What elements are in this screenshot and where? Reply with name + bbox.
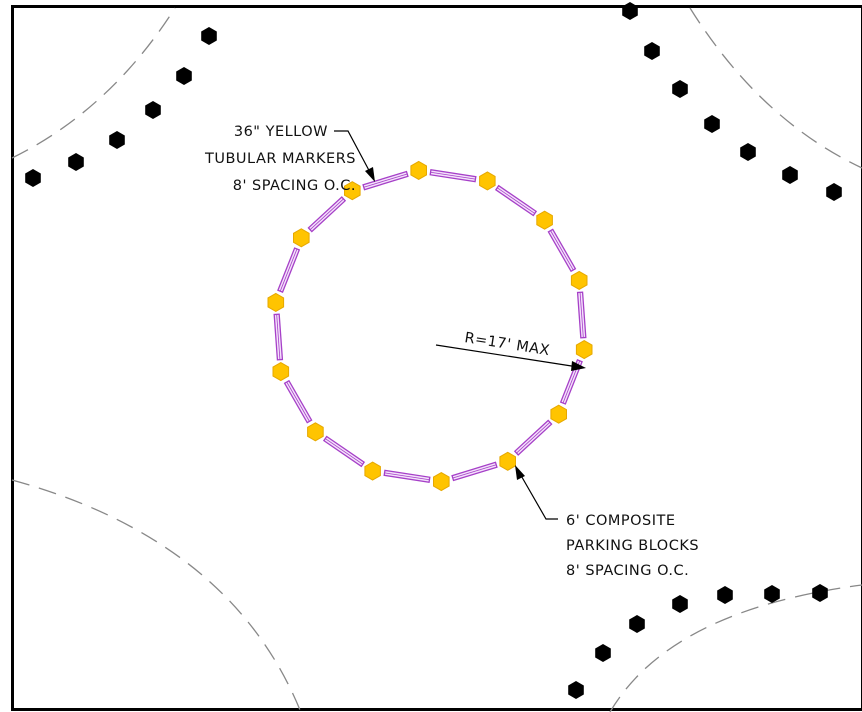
parking-block-centerline: [452, 464, 497, 479]
parking-block-centerline: [579, 292, 584, 338]
existing-marker-icon: [644, 42, 660, 60]
existing-marker-icon: [826, 183, 842, 201]
existing-marker-icon: [176, 67, 192, 85]
existing-marker-icon: [25, 169, 41, 187]
parking-block-centerline: [363, 173, 408, 188]
radius-leader-line: [435, 344, 579, 368]
curb-line-bottom-right: [609, 584, 862, 712]
existing-marker-icon: [568, 681, 584, 699]
existing-marker-icon: [672, 595, 688, 613]
yellow-tubular-markers: [267, 160, 593, 492]
radius-label: R=17' MAX: [463, 330, 551, 359]
tubular-marker-icon: [410, 160, 427, 180]
tubular-marker-icon: [293, 228, 310, 248]
tubular-markers-leader: [334, 130, 373, 177]
parking-block-centerline: [279, 248, 298, 292]
tubular-marker-icon: [499, 451, 516, 471]
existing-marker-icon: [201, 27, 217, 45]
tubular-markers-note-line1: 36" YELLOW: [234, 124, 328, 140]
existing-marker-icon: [740, 143, 756, 161]
parking-block-centerline: [325, 438, 363, 465]
tubular-marker-icon: [344, 181, 361, 201]
parking-block-centerline: [550, 230, 574, 271]
parking-blocks-note-line3: 8' SPACING O.C.: [566, 563, 689, 579]
parking-block-centerline: [516, 422, 551, 454]
tubular-markers-note-line2: TUBULAR MARKERS: [204, 151, 356, 167]
existing-marker-icon: [68, 153, 84, 171]
tubular-marker-icon: [272, 362, 290, 382]
existing-marker-icon: [704, 115, 720, 133]
existing-marker-icon: [595, 644, 611, 662]
existing-marker-icon: [629, 615, 645, 633]
parking-block-centerline: [276, 314, 281, 360]
tubular-marker-icon: [479, 171, 496, 191]
tubular-marker-icon: [433, 472, 450, 492]
tubular-marker-icon: [570, 270, 588, 290]
existing-marker-icon: [672, 80, 688, 98]
existing-marker-icon: [812, 584, 828, 602]
parking-blocks-arrowhead-icon: [515, 465, 525, 480]
tubular-marker-icon: [307, 422, 324, 442]
tubular-marker-icon: [550, 404, 567, 424]
tubular-marker-icon: [575, 340, 593, 360]
callout-tubular-markers: 36" YELLOW TUBULAR MARKERS 8' SPACING O.…: [204, 124, 375, 194]
existing-marker-icon: [145, 101, 161, 119]
existing-marker-icon: [109, 131, 125, 149]
parking-block-centerline: [430, 171, 476, 180]
parking-blocks-note-line1: 6' COMPOSITE: [566, 513, 676, 529]
drawing-border: [11, 5, 862, 711]
radius-dimension: R=17' MAX: [435, 330, 586, 371]
existing-markers: [25, 2, 842, 699]
existing-marker-icon: [764, 585, 780, 603]
parking-block-centerline: [309, 198, 344, 230]
tubular-markers-arrowhead-icon: [365, 167, 375, 182]
curb-line-bottom-left: [11, 479, 301, 711]
callout-parking-blocks: 6' COMPOSITE PARKING BLOCKS 8' SPACING O…: [515, 465, 699, 579]
tubular-marker-icon: [267, 292, 285, 312]
composite-parking-blocks: [273, 169, 587, 483]
parking-blocks-leader: [518, 471, 558, 520]
curb-lines: [11, 7, 862, 712]
radius-arrowhead-icon: [571, 361, 586, 371]
tubular-marker-icon: [364, 461, 381, 481]
curb-line-top-right: [689, 7, 862, 169]
existing-marker-icon: [782, 166, 798, 184]
parking-block-centerline: [497, 187, 535, 214]
curb-line-top-left: [11, 7, 176, 159]
tubular-markers-note-line3: 8' SPACING O.C.: [233, 178, 356, 194]
parking-block-centerline: [286, 381, 310, 422]
parking-blocks-note-line2: PARKING BLOCKS: [566, 538, 699, 554]
parking-block-centerline: [384, 472, 430, 481]
tubular-marker-icon: [536, 210, 553, 230]
existing-marker-icon: [717, 586, 733, 604]
existing-marker-icon: [622, 2, 638, 20]
